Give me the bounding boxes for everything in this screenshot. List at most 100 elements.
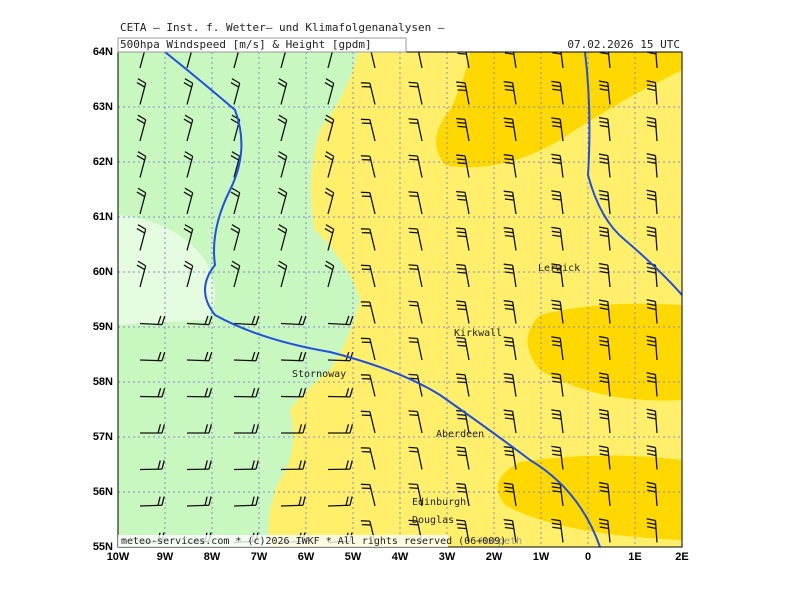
- wind-barb: [280, 52, 286, 69]
- barb-flag: [251, 496, 255, 506]
- city-label: Kirkwall: [454, 328, 502, 339]
- wind-barb: [503, 446, 517, 470]
- wind-barb: [456, 190, 470, 215]
- barb-flag: [349, 424, 354, 434]
- barb-flag: [136, 227, 145, 234]
- wind-barb: [139, 388, 166, 398]
- barb-flag: [136, 118, 145, 125]
- barb-flag: [646, 84, 656, 88]
- lon-label: 9W: [157, 551, 174, 563]
- barb-flag: [349, 388, 354, 398]
- barb-flag: [324, 227, 333, 234]
- wind-barb: [136, 114, 147, 142]
- lat-label: 58N: [93, 376, 113, 388]
- wind-barb: [139, 460, 165, 471]
- barb-flag: [646, 335, 656, 339]
- barb-flag: [599, 416, 609, 420]
- barb-flag: [161, 351, 166, 361]
- barb-flag: [456, 377, 466, 380]
- wind-barb: [598, 408, 611, 434]
- barb-flag: [298, 315, 303, 325]
- barb-flag: [504, 526, 514, 530]
- barb-flag: [504, 344, 514, 347]
- barb-flag: [598, 372, 608, 376]
- wind-barb: [324, 224, 335, 251]
- barb-flag: [251, 315, 256, 325]
- barb-flag: [456, 194, 466, 197]
- wind-barb: [503, 519, 517, 543]
- barb-flag: [325, 187, 335, 194]
- wind-barb: [456, 482, 470, 507]
- barb-flag: [408, 519, 418, 522]
- barb-flag: [409, 50, 418, 51]
- barb-flag: [503, 373, 513, 376]
- wind-barb: [233, 460, 259, 471]
- barb-flag: [161, 388, 166, 398]
- wind-barb: [186, 460, 212, 471]
- barb-flag: [551, 409, 561, 412]
- barb-flag: [456, 523, 466, 526]
- barb-flag: [599, 197, 609, 201]
- wind-barb: [183, 151, 194, 178]
- gold-field: [436, 52, 682, 168]
- barb-flag: [647, 161, 657, 165]
- wind-barb: [598, 262, 611, 288]
- barb-flag: [183, 191, 192, 198]
- barb-flag: [503, 482, 513, 485]
- barb-flag: [408, 227, 418, 230]
- barb-flag: [204, 351, 209, 361]
- barb-flag: [136, 81, 145, 88]
- wind-barb: [551, 482, 564, 507]
- barb-flag: [408, 373, 418, 376]
- wind-barb: [230, 78, 241, 105]
- wind-barb: [360, 374, 376, 397]
- barb-flag: [599, 489, 609, 493]
- wind-barb: [408, 227, 423, 251]
- barb-shaft: [370, 52, 376, 69]
- barb-flag: [551, 445, 561, 449]
- lat-label: 62N: [93, 156, 113, 168]
- wind-barb: [360, 301, 376, 324]
- barb-flag: [503, 81, 513, 84]
- barb-shaft: [512, 52, 517, 69]
- barb-flag: [157, 351, 162, 361]
- barb-flag: [255, 460, 259, 470]
- lat-label: 55N: [93, 541, 113, 553]
- barb-flag: [184, 151, 194, 157]
- barb-flag: [504, 45, 513, 46]
- wind-barb: [408, 483, 423, 507]
- barb-flag: [598, 481, 608, 485]
- wind-barb: [136, 78, 147, 105]
- barb-flag: [504, 490, 514, 493]
- barb-flag: [230, 81, 239, 88]
- wind-barb: [409, 50, 423, 69]
- barb-flag: [504, 380, 514, 384]
- header-title: CETA – Inst. f. Wetter– und Klimafolgena…: [120, 21, 445, 34]
- barb-flag: [457, 198, 467, 201]
- barb-flag: [456, 304, 466, 307]
- wind-barb: [646, 481, 658, 507]
- barb-flag: [598, 153, 608, 157]
- barb-flag: [599, 412, 609, 416]
- barb-flag: [552, 344, 562, 347]
- wind-barb: [187, 424, 213, 434]
- barb-flag: [408, 483, 418, 486]
- barb-flag: [456, 121, 466, 124]
- lon-label: 2E: [675, 551, 688, 563]
- barb-flag: [324, 118, 333, 125]
- barb-flag: [230, 154, 239, 161]
- wind-barb: [233, 315, 260, 326]
- barb-flag: [599, 339, 609, 343]
- barb-flag: [552, 161, 562, 165]
- wind-barb: [598, 226, 611, 251]
- barb-flag: [599, 52, 609, 55]
- barb-flag: [599, 120, 609, 124]
- lon-label: 2W: [486, 551, 503, 563]
- wind-barb: [360, 447, 376, 470]
- barb-flag: [552, 271, 562, 274]
- wind-barb: [598, 518, 611, 543]
- barb-flag: [409, 523, 419, 526]
- barb-flag: [255, 424, 260, 434]
- barb-flag: [504, 271, 514, 274]
